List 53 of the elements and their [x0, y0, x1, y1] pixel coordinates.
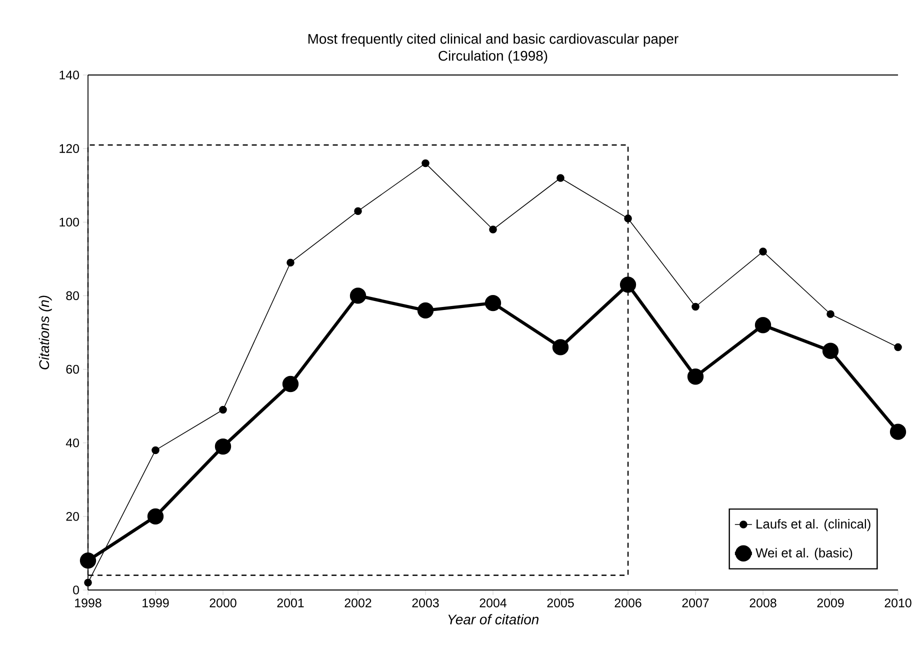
- y-tick-label: 40: [66, 438, 80, 448]
- x-tick-label: 2008: [750, 598, 776, 608]
- point: [692, 302, 700, 311]
- x-tick-label: 2005: [547, 598, 574, 608]
- y-tick-label: 60: [66, 364, 80, 374]
- point: [759, 248, 767, 256]
- y-axis-title: Citations (n): [38, 296, 52, 370]
- point: [620, 276, 636, 293]
- x-tick-label: 2006: [614, 598, 642, 608]
- x-tick-label: 2000: [210, 598, 236, 608]
- point: [754, 317, 772, 334]
- point: [152, 446, 160, 454]
- x-tick-label: 1998: [75, 598, 102, 608]
- point: [214, 438, 232, 455]
- legend-label: Wei et al. (basic): [756, 548, 852, 560]
- legend-label: Laufs et al. (clinical): [756, 519, 870, 532]
- y-tick-label: 140: [60, 70, 80, 80]
- point: [556, 174, 564, 182]
- point: [147, 508, 164, 525]
- point: [552, 339, 569, 356]
- x-tick-label: 2004: [480, 598, 506, 608]
- x-tick-label: 2010: [884, 598, 912, 608]
- point: [687, 368, 704, 385]
- point: [822, 342, 839, 359]
- y-tick-label: 0: [73, 586, 80, 594]
- y-tick-label: 20: [66, 512, 80, 521]
- x-tick-label: 1999: [142, 598, 169, 608]
- point: [489, 226, 497, 234]
- point: [624, 214, 632, 222]
- point: [890, 424, 906, 440]
- point: [826, 310, 834, 318]
- chart-subtitle: Circulation (1998): [438, 50, 548, 64]
- point: [484, 294, 502, 312]
- point: [417, 302, 434, 319]
- y-tick-label: 80: [66, 291, 80, 300]
- x-tick-label: 2003: [412, 598, 439, 608]
- x-tick-label: 2009: [817, 598, 844, 608]
- y-tick-label: 120: [60, 144, 80, 153]
- point: [422, 159, 430, 168]
- point: [354, 207, 362, 216]
- x-axis-title: Year of citation: [448, 614, 538, 624]
- x-tick-label: 2007: [682, 598, 709, 608]
- chart-title: Most frequently cited clinical and basic cardiovascular paper: [308, 34, 678, 47]
- point: [894, 343, 902, 352]
- x-tick-label: 2001: [277, 598, 304, 608]
- point: [286, 258, 294, 267]
- point: [219, 406, 227, 414]
- point: [80, 552, 96, 569]
- x-tick-label: 2002: [344, 598, 372, 608]
- point: [84, 578, 92, 587]
- y-tick-label: 100: [60, 218, 80, 227]
- point: [350, 288, 366, 304]
- point: [282, 376, 299, 392]
